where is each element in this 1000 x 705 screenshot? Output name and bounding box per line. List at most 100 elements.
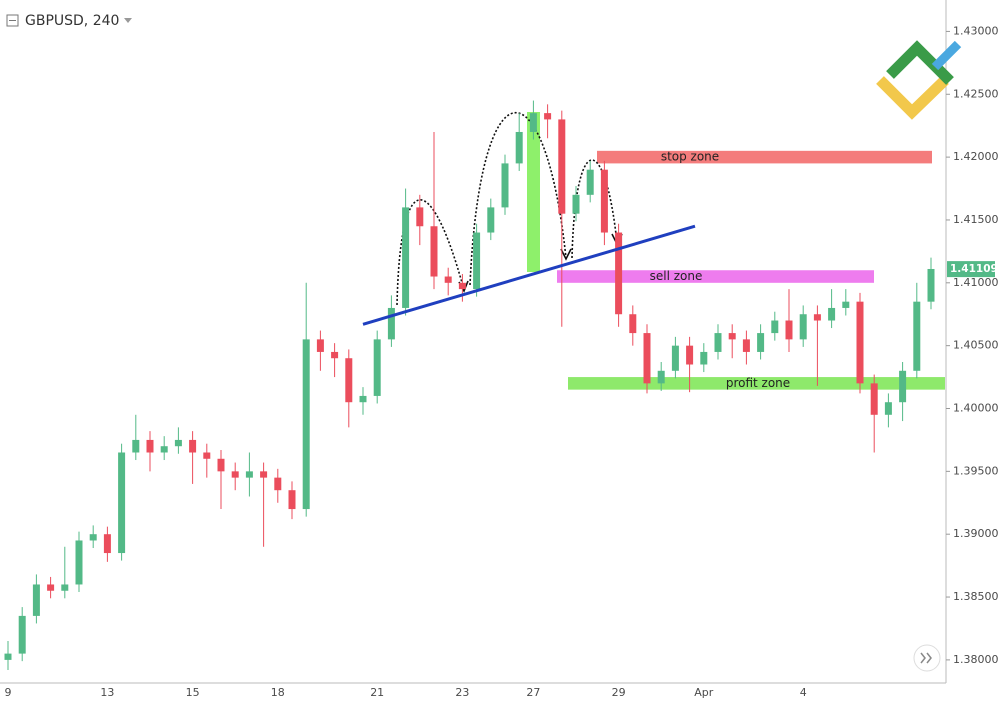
- candle-body: [245, 471, 253, 478]
- collapse-icon[interactable]: [6, 14, 19, 27]
- candle-body: [189, 439, 197, 453]
- candle-body: [89, 534, 97, 541]
- candle-body: [345, 358, 353, 403]
- x-tick-label: 15: [186, 686, 200, 699]
- candle-body: [529, 113, 537, 132]
- candle-body: [316, 339, 324, 352]
- x-tick-label: 27: [526, 686, 540, 699]
- candle-body: [231, 471, 239, 478]
- candle-body: [487, 207, 495, 233]
- candle-body: [586, 169, 594, 195]
- candle-body: [558, 119, 566, 214]
- candle-body: [828, 307, 836, 321]
- chart-title: GBPUSD, 240: [25, 13, 119, 29]
- x-tick-label: 21: [370, 686, 384, 699]
- candle-body: [686, 345, 694, 365]
- candle-body: [75, 540, 83, 585]
- y-tick-label: 1.42500: [953, 87, 999, 100]
- x-tick-label: 18: [271, 686, 285, 699]
- candle-body: [671, 345, 679, 371]
- candle-body: [927, 268, 935, 302]
- zone-label: sell zone: [650, 269, 703, 283]
- candle-body: [217, 458, 225, 472]
- candle-body: [373, 339, 381, 396]
- candle-body: [32, 584, 40, 616]
- y-tick-label: 1.41000: [953, 276, 999, 289]
- arrowhead: [560, 248, 572, 261]
- candle-body: [174, 439, 182, 447]
- candle-body: [515, 131, 523, 164]
- arc: [396, 199, 465, 306]
- candle-body: [61, 584, 69, 591]
- candle-body: [402, 207, 410, 308]
- candle-body: [842, 301, 850, 308]
- candle-body: [331, 351, 339, 359]
- scroll-button-icon: [920, 652, 932, 664]
- logo-green: [886, 40, 954, 85]
- candle-body: [458, 282, 466, 290]
- x-tick-label: Apr: [694, 686, 714, 699]
- candle-body: [643, 333, 651, 384]
- candle-body: [118, 452, 126, 554]
- candle-body: [856, 301, 864, 384]
- arc: [469, 111, 567, 286]
- x-tick-label: 13: [100, 686, 114, 699]
- last-price-label: 1.41109: [950, 263, 998, 275]
- candle-body: [913, 301, 921, 371]
- candle-body: [47, 584, 55, 591]
- candle-body: [146, 439, 154, 453]
- logo-blue: [931, 40, 962, 71]
- y-tick-label: 1.39000: [953, 527, 999, 540]
- candle-body: [714, 333, 722, 352]
- candle-body: [544, 113, 552, 120]
- logo-yellow: [876, 76, 949, 120]
- zone: [597, 150, 932, 164]
- candle-body: [572, 194, 580, 214]
- y-tick-label: 1.38500: [953, 590, 999, 603]
- candle-body: [899, 370, 907, 403]
- candle-body: [302, 339, 310, 510]
- scroll-button[interactable]: [913, 644, 941, 672]
- y-tick-label: 1.39500: [953, 464, 999, 477]
- dropdown-arrow[interactable]: [124, 18, 132, 23]
- y-tick-label: 1.40500: [953, 339, 999, 352]
- candle-body: [884, 402, 892, 415]
- candle-body: [771, 320, 779, 334]
- candle-body: [657, 370, 665, 384]
- x-tick-label: 4: [800, 686, 807, 699]
- trendline: [362, 224, 696, 326]
- candle-body: [757, 333, 765, 352]
- candle-body: [473, 232, 481, 290]
- candle-body: [260, 471, 268, 478]
- candle-body: [430, 226, 438, 277]
- zone-label: profit zone: [726, 376, 790, 390]
- candle-body: [103, 534, 111, 554]
- candle-body: [160, 446, 168, 453]
- candle-body: [728, 333, 736, 340]
- y-tick-label: 1.41500: [953, 213, 999, 226]
- candle-body: [799, 314, 807, 340]
- candle-body: [387, 307, 395, 340]
- x-tick-label: 29: [612, 686, 626, 699]
- candle-body: [288, 490, 296, 510]
- candle-body: [416, 207, 424, 227]
- candle-body: [18, 615, 26, 654]
- candle-body: [870, 383, 878, 415]
- candle-body: [132, 439, 140, 453]
- y-tick-label: 1.38000: [953, 653, 999, 666]
- candle-body: [813, 314, 821, 321]
- candle-body: [203, 452, 211, 459]
- candle-body: [700, 351, 708, 365]
- candle-body: [359, 395, 367, 403]
- y-tick-label: 1.42000: [953, 150, 999, 163]
- candle-body: [629, 314, 637, 334]
- logo: [876, 40, 962, 120]
- candle-body: [501, 163, 509, 208]
- last-price-tag: [947, 261, 995, 278]
- candle-body: [600, 169, 608, 233]
- candle-body: [742, 339, 750, 352]
- candle-body: [4, 653, 12, 660]
- candle-body: [444, 276, 452, 283]
